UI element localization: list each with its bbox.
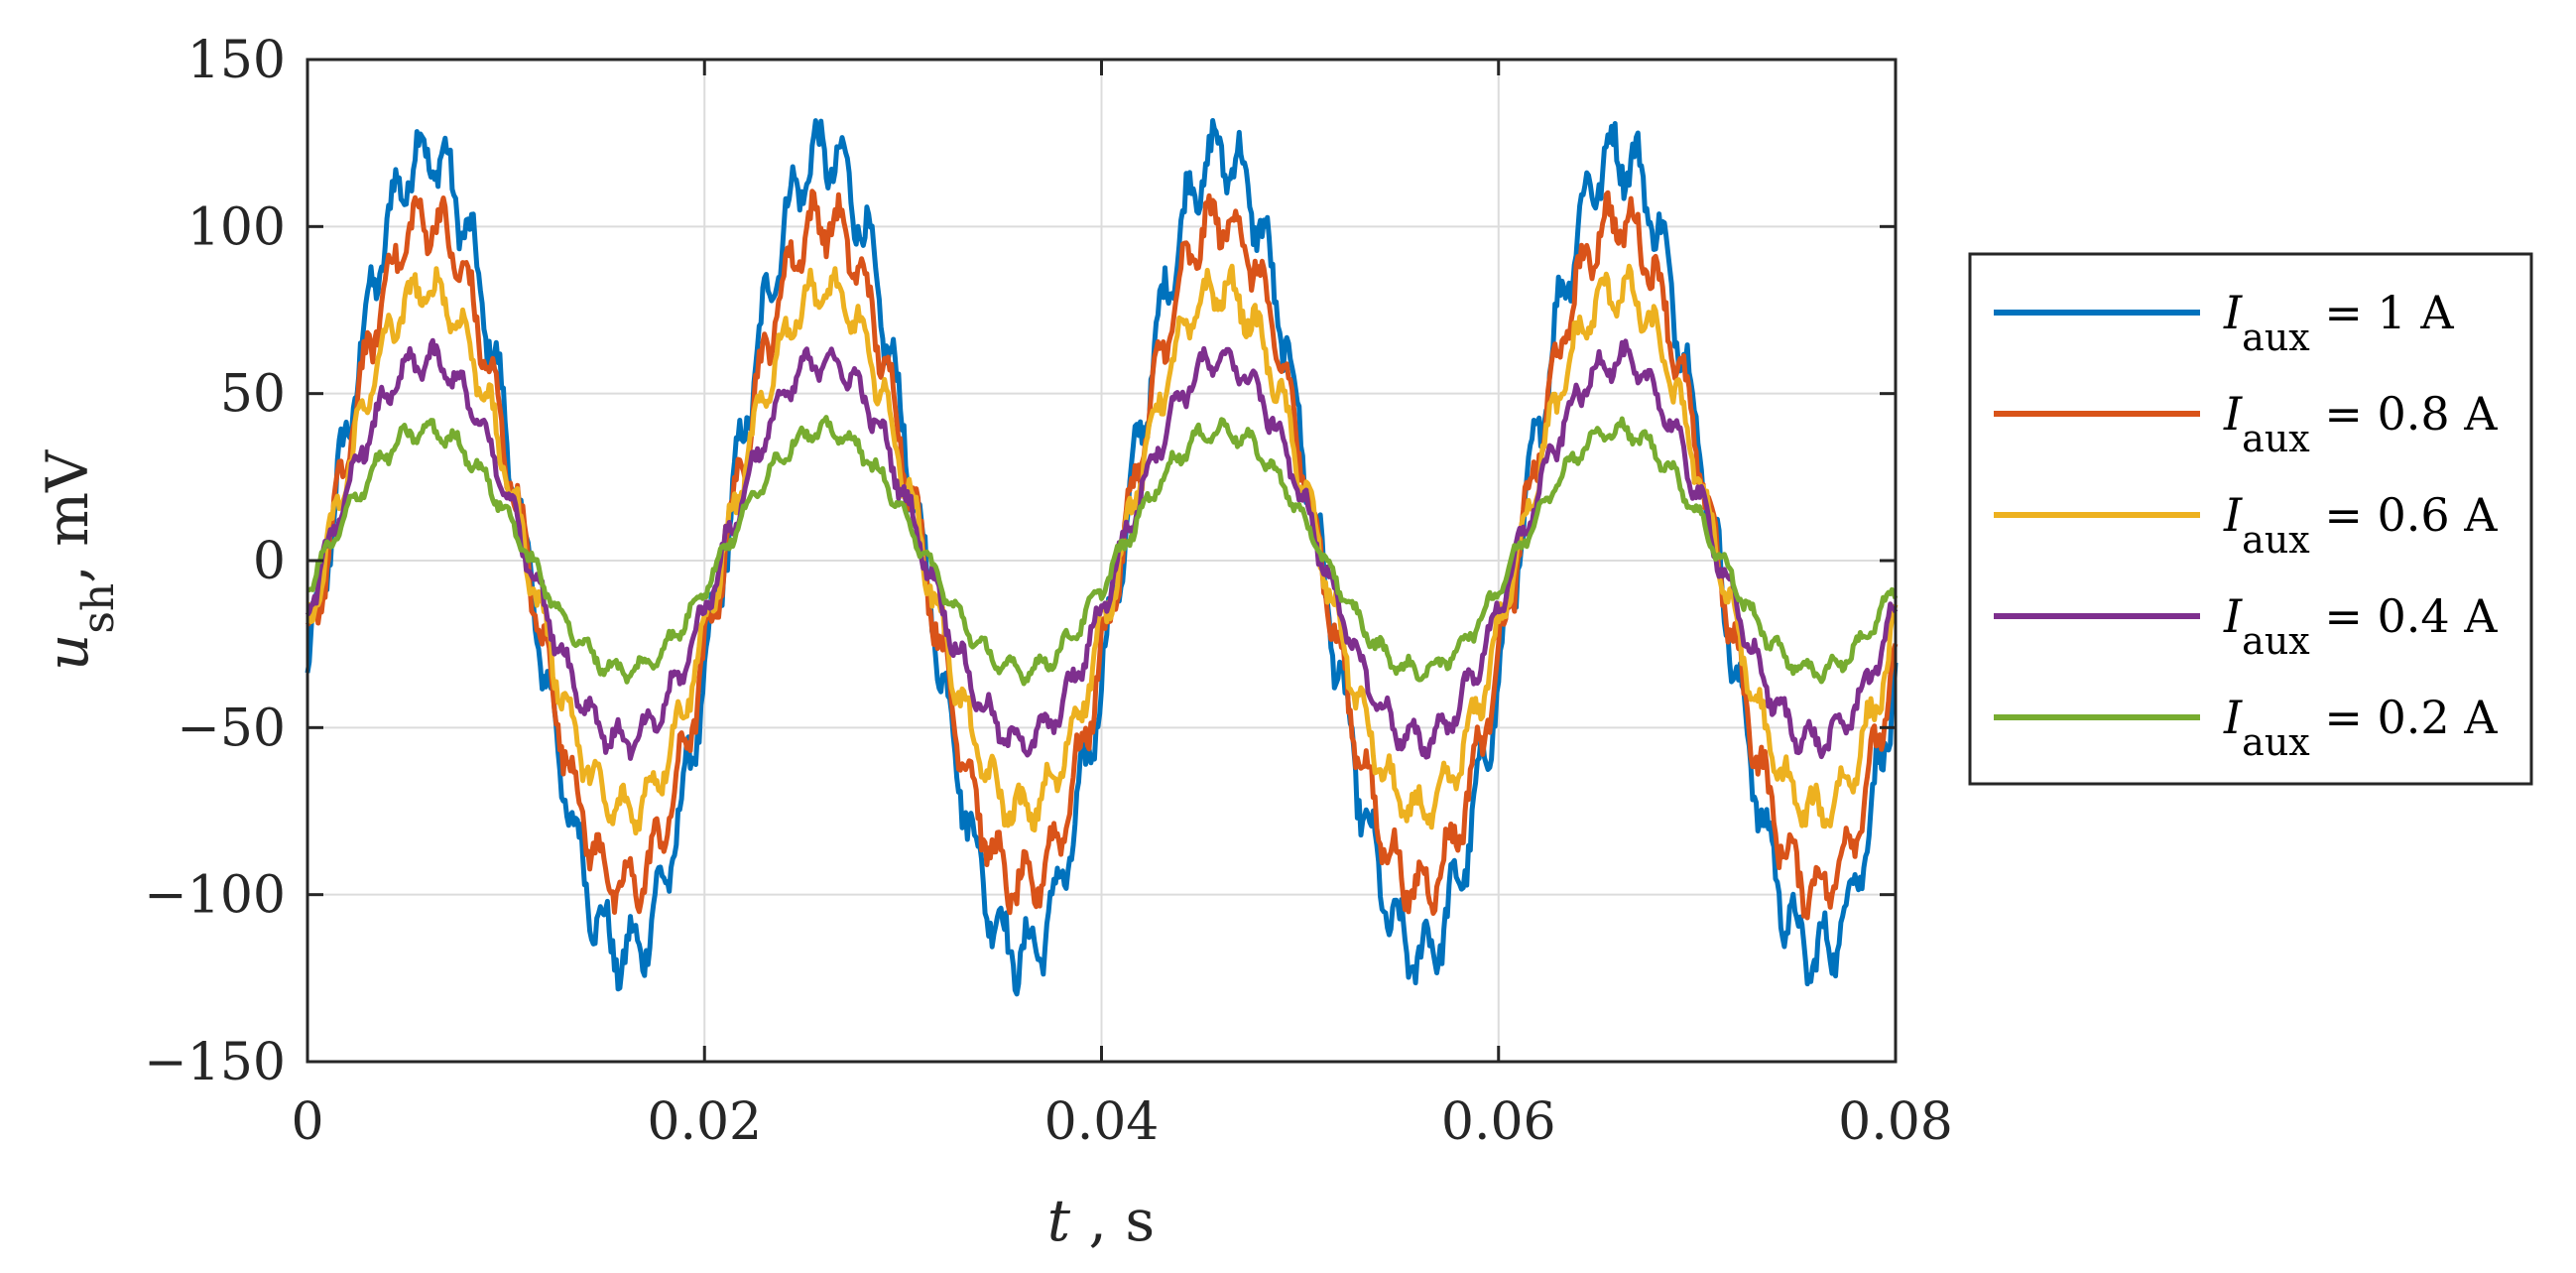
y-tick-label: −150	[144, 1033, 286, 1092]
grid-lines	[307, 60, 1896, 1062]
legend-entry: Iaux = 0.2 A	[2223, 691, 2498, 764]
legend: Iaux = 1 A Iaux = 0.8 A Iaux = 0.6 A Iaux =…	[1968, 252, 2533, 786]
y-tick-label: 150	[187, 31, 286, 90]
series-lines	[305, 118, 1899, 997]
x-axis-label: t , s	[1047, 1187, 1155, 1254]
x-tick-label: 0.06	[1441, 1092, 1556, 1152]
tick-labels: 0 0.02 0.04 0.06 0.08 150 100 50 0 −50 −100 −150	[144, 31, 1953, 1152]
legend-box	[1968, 252, 2533, 786]
x-tick-label: 0.02	[647, 1092, 762, 1152]
y-tick-label: 50	[220, 365, 286, 425]
series-line-1	[305, 118, 1899, 997]
legend-entry: Iaux = 1 A	[2223, 286, 2454, 359]
legend-entry: Iaux = 0.4 A	[2223, 589, 2498, 663]
legend-entry: Iaux = 0.8 A	[2223, 387, 2498, 460]
x-tick-label: 0.04	[1044, 1092, 1160, 1152]
series-line-2	[305, 189, 1899, 921]
legend-entry: Iaux = 0.6 A	[2223, 488, 2498, 562]
series-line-4	[305, 337, 1899, 761]
y-tick-label: −100	[144, 866, 286, 926]
axis-ticks	[306, 58, 1898, 1064]
x-tick-label: 0	[291, 1092, 323, 1152]
y-tick-label: 100	[187, 197, 286, 257]
x-tick-label: 0.08	[1838, 1092, 1953, 1152]
y-tick-label: 0	[253, 532, 286, 591]
y-tick-label: −50	[177, 699, 286, 758]
series-line-5	[307, 415, 1899, 687]
y-axis-label: ush, mV	[34, 449, 124, 671]
